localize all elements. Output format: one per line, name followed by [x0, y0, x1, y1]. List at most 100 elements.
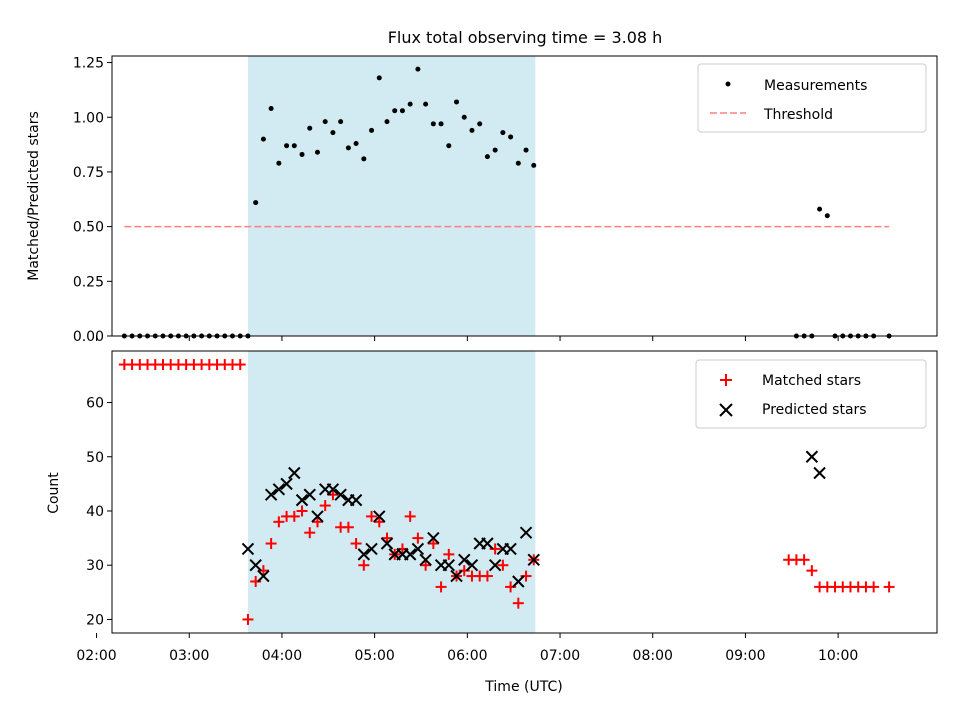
predicted-star-point [272, 483, 286, 496]
predicted-star-point [241, 542, 255, 556]
bottom-panel: 20 30 40 50 60 02:00 03:00 04:00 05:00 06:00 07:0… [46, 350, 938, 695]
matched-star-point [412, 532, 424, 544]
matched-star-point [304, 527, 316, 539]
predicted-star-point [365, 542, 378, 556]
measurement-point [384, 119, 390, 125]
matched-star-point [404, 510, 416, 522]
matched-star-point [481, 570, 493, 582]
predicted-star-point [450, 569, 463, 583]
bottom-ytick-label: 20 [86, 612, 104, 628]
measurement-point [330, 130, 336, 136]
predicted-star-point [303, 488, 316, 501]
chart-title: Flux total observing time = 3.08 h [388, 28, 663, 47]
measurement-point [299, 151, 305, 157]
measurement-point [291, 143, 297, 149]
legend-threshold-label: Threshold [763, 107, 833, 123]
matched-star-point [512, 597, 524, 609]
measurement-point [392, 108, 398, 114]
top-ytick-label: 0.25 [73, 274, 104, 290]
predicted-star-point [380, 537, 394, 550]
matched-star-point [358, 559, 370, 571]
predicted-star-point [488, 559, 502, 572]
measurement-point [477, 121, 483, 127]
measurement-point [500, 130, 506, 136]
matched-star-point [265, 538, 277, 550]
predicted-star-point [527, 553, 540, 566]
measurement-point [817, 206, 823, 212]
matched-star-point [806, 565, 818, 577]
matched-star-point [350, 538, 362, 550]
bottom-ylabel: Count [46, 472, 62, 514]
measurement-point [253, 200, 259, 206]
matched-star-point [373, 516, 385, 528]
legend-matched-marker [720, 374, 732, 386]
measurement-point [353, 141, 359, 146]
matched-star-point [234, 359, 246, 371]
predicted-star-point [373, 510, 386, 523]
bottom-legend: Matched stars Predicted stars [695, 359, 927, 429]
legend-measurements-label: Measurements [764, 78, 867, 94]
predicted-star-point [326, 483, 340, 496]
predicted-star-point [481, 537, 494, 550]
bottom-xtick-label: 07:00 [540, 648, 580, 664]
measurement-point [307, 125, 313, 131]
measurement-point [322, 119, 328, 125]
predicted-star-point [357, 548, 371, 561]
matched-star-point [420, 559, 432, 571]
top-panel: 0.00 0.25 0.50 0.75 1.00 1.25 Matched/Predict… [26, 55, 938, 345]
top-ylabel: Matched/Predicted stars [26, 111, 42, 281]
matched-star-point [311, 516, 323, 528]
predicted-star-point [311, 510, 324, 523]
predicted-star-point [349, 493, 363, 507]
bottom-xtick-label: 03:00 [169, 648, 209, 664]
predicted-star-point [504, 542, 517, 556]
top-ytick-label: 0.00 [73, 329, 104, 345]
matched-star-point [366, 510, 378, 522]
measurement-point [531, 162, 537, 168]
predicted-star-point [334, 488, 347, 501]
measurement-point [423, 101, 429, 107]
predicted-star-point [805, 450, 819, 463]
predicted-star-point [419, 553, 432, 566]
matched-star-point [883, 581, 895, 593]
measurement-point [461, 114, 467, 120]
top-ytick-label: 1.00 [73, 110, 104, 126]
bottom-xtick-label: 09:00 [725, 648, 765, 664]
bottom-xtick-label: 02:00 [76, 648, 116, 664]
bottom-axes-frame [111, 350, 938, 634]
legend-predicted-label: Predicted stars [762, 402, 867, 418]
legend-predicted-marker [719, 403, 733, 417]
measurement-point [338, 119, 344, 125]
measurement-point [407, 101, 413, 107]
bottom-xtick-label: 05:00 [354, 648, 394, 664]
matched-star-point [319, 500, 331, 512]
bottom-ytick-label: 60 [86, 396, 104, 412]
matched-star-point [296, 505, 308, 517]
bottom-ytick-label: 30 [86, 558, 104, 574]
measurement-point [415, 66, 421, 72]
top-legend: Measurements Threshold [697, 63, 927, 133]
legend-matched-label: Matched stars [762, 373, 861, 389]
measurement-point [268, 106, 274, 111]
matched-star-point [381, 532, 393, 544]
top-ytick-label: 0.50 [73, 220, 104, 236]
predicted-star-point [813, 466, 826, 480]
measurement-point [508, 134, 514, 140]
measurement-point [345, 145, 351, 151]
matched-star-point [427, 538, 439, 550]
measurement-point [284, 143, 290, 149]
bottom-shade [247, 351, 536, 633]
legend-measurements-marker [725, 81, 731, 87]
measurement-point [361, 156, 367, 162]
predicted-star-point [442, 559, 456, 572]
matched-star-point [798, 554, 810, 566]
matched-star-point [342, 521, 354, 533]
top-shade [247, 56, 536, 336]
predicted-star-point [411, 542, 425, 556]
measurement-point [369, 127, 375, 133]
predicted-star-point [427, 531, 440, 545]
predicted-star-point [264, 488, 278, 501]
bottom-xtick-label: 06:00 [447, 648, 487, 664]
predicted-star-point [512, 575, 525, 588]
